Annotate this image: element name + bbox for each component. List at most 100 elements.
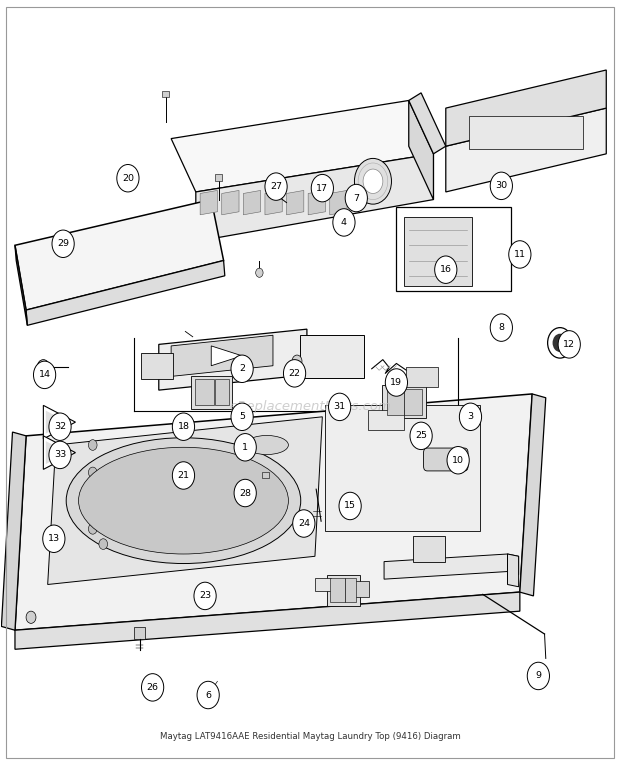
Text: 7: 7 — [353, 194, 360, 203]
FancyBboxPatch shape — [404, 217, 472, 285]
Circle shape — [234, 480, 256, 506]
Polygon shape — [409, 100, 433, 200]
Polygon shape — [243, 190, 260, 215]
Circle shape — [363, 169, 383, 194]
FancyBboxPatch shape — [191, 376, 232, 409]
Polygon shape — [222, 190, 239, 215]
Bar — [162, 90, 169, 96]
Polygon shape — [15, 394, 532, 630]
Text: 6: 6 — [205, 691, 211, 699]
Circle shape — [283, 360, 306, 387]
FancyBboxPatch shape — [315, 578, 331, 591]
Polygon shape — [286, 190, 304, 215]
FancyBboxPatch shape — [413, 536, 445, 562]
Polygon shape — [159, 329, 307, 390]
Text: eReplacementParts.com: eReplacementParts.com — [229, 400, 391, 413]
Circle shape — [33, 361, 56, 389]
Text: 14: 14 — [38, 370, 51, 379]
Text: 5: 5 — [239, 412, 245, 422]
Ellipse shape — [66, 438, 301, 564]
Circle shape — [490, 314, 513, 341]
Circle shape — [231, 355, 253, 382]
Circle shape — [265, 173, 287, 200]
Polygon shape — [446, 70, 606, 146]
Circle shape — [234, 434, 256, 461]
Circle shape — [447, 447, 469, 474]
Text: 12: 12 — [563, 340, 575, 349]
FancyBboxPatch shape — [386, 389, 404, 415]
Polygon shape — [15, 200, 224, 310]
Circle shape — [89, 493, 97, 503]
Circle shape — [435, 256, 457, 283]
Polygon shape — [46, 441, 68, 464]
Text: 11: 11 — [514, 250, 526, 259]
Text: 32: 32 — [54, 422, 66, 431]
FancyBboxPatch shape — [215, 379, 229, 405]
Circle shape — [385, 369, 407, 396]
FancyBboxPatch shape — [300, 335, 364, 378]
Text: Maytag LAT9416AAE Residential Maytag Laundry Top (9416) Diagram: Maytag LAT9416AAE Residential Maytag Lau… — [159, 732, 461, 741]
Circle shape — [345, 184, 368, 212]
Polygon shape — [171, 335, 273, 376]
Bar — [396, 207, 511, 291]
Text: 20: 20 — [122, 174, 134, 183]
Polygon shape — [384, 554, 508, 579]
Text: 8: 8 — [498, 323, 504, 332]
Polygon shape — [200, 190, 218, 215]
Text: 24: 24 — [298, 519, 310, 528]
Circle shape — [99, 539, 107, 549]
Polygon shape — [46, 411, 68, 434]
Circle shape — [89, 467, 97, 478]
Text: 21: 21 — [177, 471, 190, 480]
Polygon shape — [1, 432, 26, 630]
Circle shape — [355, 158, 391, 204]
Ellipse shape — [245, 435, 288, 454]
Circle shape — [410, 422, 432, 450]
Ellipse shape — [79, 448, 288, 554]
Text: 15: 15 — [344, 502, 356, 510]
Polygon shape — [43, 436, 76, 470]
Polygon shape — [171, 100, 433, 192]
Circle shape — [141, 674, 164, 701]
FancyBboxPatch shape — [141, 353, 173, 379]
Polygon shape — [43, 405, 76, 439]
FancyBboxPatch shape — [382, 385, 426, 418]
Circle shape — [558, 330, 580, 358]
Bar — [262, 472, 269, 478]
Text: 18: 18 — [177, 422, 190, 431]
Text: 3: 3 — [467, 412, 474, 422]
Circle shape — [172, 462, 195, 489]
Circle shape — [552, 334, 567, 352]
FancyBboxPatch shape — [404, 389, 422, 415]
Circle shape — [509, 241, 531, 269]
Polygon shape — [265, 190, 282, 215]
Circle shape — [89, 440, 97, 451]
Text: 31: 31 — [334, 402, 346, 412]
Text: 25: 25 — [415, 431, 427, 441]
FancyBboxPatch shape — [469, 116, 583, 149]
FancyBboxPatch shape — [327, 575, 360, 606]
FancyBboxPatch shape — [330, 578, 345, 602]
Polygon shape — [508, 554, 518, 575]
Circle shape — [311, 174, 334, 202]
Circle shape — [329, 393, 351, 421]
Bar — [215, 174, 223, 181]
Polygon shape — [15, 592, 520, 649]
Circle shape — [194, 582, 216, 610]
Text: 29: 29 — [57, 239, 69, 249]
FancyBboxPatch shape — [326, 405, 480, 531]
Circle shape — [292, 355, 302, 367]
Circle shape — [172, 413, 195, 441]
Circle shape — [459, 403, 482, 431]
Polygon shape — [15, 246, 27, 325]
Circle shape — [117, 164, 139, 192]
Circle shape — [52, 230, 74, 258]
Polygon shape — [26, 261, 225, 325]
Circle shape — [26, 611, 36, 623]
Circle shape — [89, 523, 97, 534]
FancyBboxPatch shape — [368, 410, 404, 430]
Circle shape — [49, 413, 71, 441]
Text: 13: 13 — [48, 534, 60, 543]
Circle shape — [49, 441, 71, 469]
Text: 10: 10 — [452, 456, 464, 465]
